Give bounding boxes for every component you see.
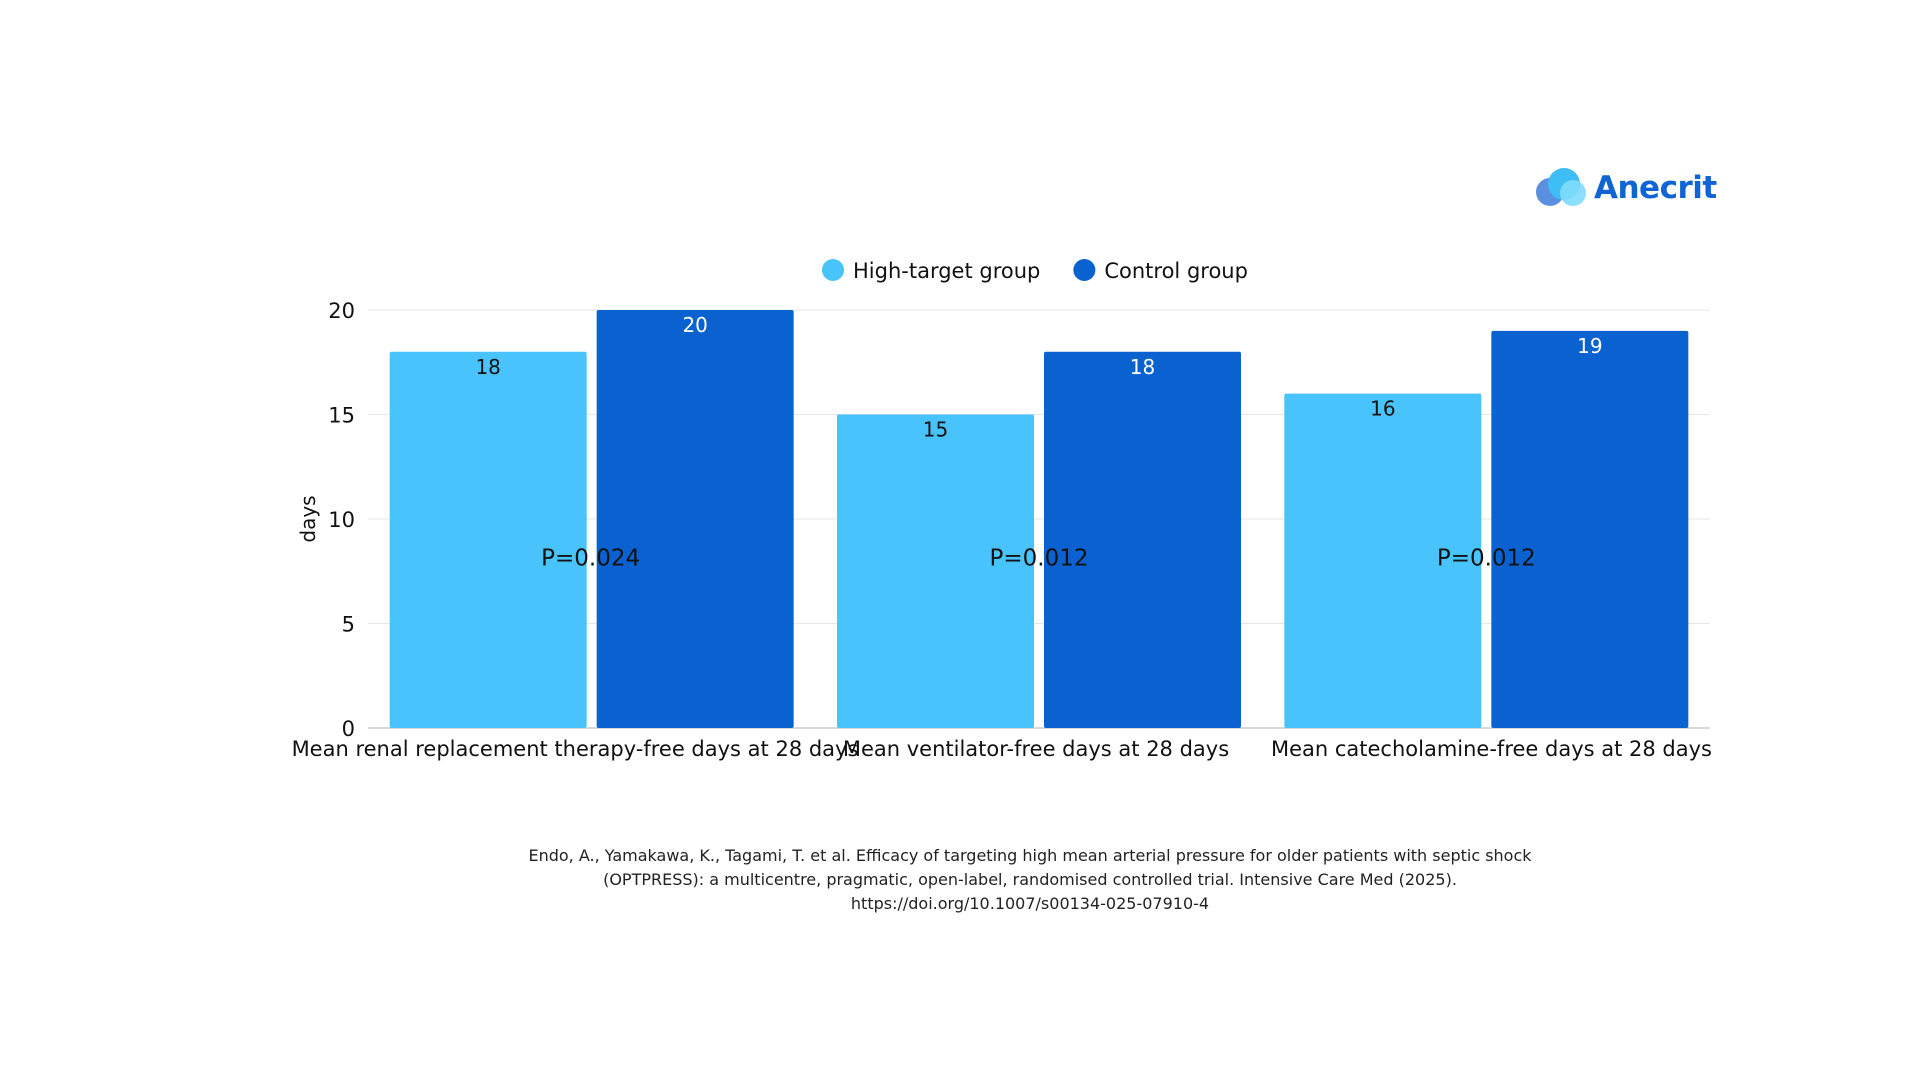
citation-line-1: Endo, A., Yamakawa, K., Tagami, T. et al… — [528, 846, 1532, 865]
y-tick-label: 10 — [328, 508, 355, 532]
y-tick-label: 20 — [328, 299, 355, 323]
y-tick-label: 5 — [342, 613, 355, 637]
bar-value-label: 20 — [682, 313, 707, 337]
citation-line-2: (OPTPRESS): a multicentre, pragmatic, op… — [603, 870, 1457, 889]
bar-value-label: 18 — [1130, 355, 1155, 379]
x-category-label: Mean ventilator-free days at 28 days — [843, 737, 1229, 761]
y-axis-label: days — [296, 495, 320, 542]
bar-value-label: 18 — [475, 355, 500, 379]
p-value-annotation: P=0.024 — [541, 546, 640, 572]
brand-name: Anecrit — [1594, 170, 1717, 206]
bar — [1284, 393, 1482, 728]
brand-logo: Anecrit — [1536, 166, 1717, 210]
legend-marker — [822, 259, 844, 281]
y-tick-label: 15 — [328, 404, 355, 428]
p-value-annotation: P=0.012 — [990, 546, 1089, 572]
bar — [389, 351, 587, 728]
bar — [837, 414, 1034, 728]
y-tick-label: 0 — [342, 717, 355, 741]
p-value-annotation: P=0.012 — [1437, 546, 1536, 572]
bar — [1491, 330, 1689, 728]
bar-value-label: 16 — [1370, 397, 1395, 421]
x-category-label: Mean catecholamine-free days at 28 days — [1271, 737, 1712, 761]
bar-value-label: 15 — [923, 418, 948, 442]
x-category-label: Mean renal replacement therapy-free days… — [292, 737, 859, 761]
bar-value-label: 19 — [1577, 334, 1602, 358]
overlapping-circles-logo-icon — [1536, 166, 1588, 210]
bar — [1044, 351, 1241, 728]
bar — [596, 310, 794, 728]
legend-marker — [1073, 259, 1096, 281]
legend-label: Control group — [1104, 259, 1248, 283]
citation-line-3: https://doi.org/10.1007/s00134-025-07910… — [850, 894, 1210, 913]
legend-label: High-target group — [853, 259, 1040, 283]
citation: Endo, A., Yamakawa, K., Tagami, T. et al… — [460, 844, 1600, 916]
